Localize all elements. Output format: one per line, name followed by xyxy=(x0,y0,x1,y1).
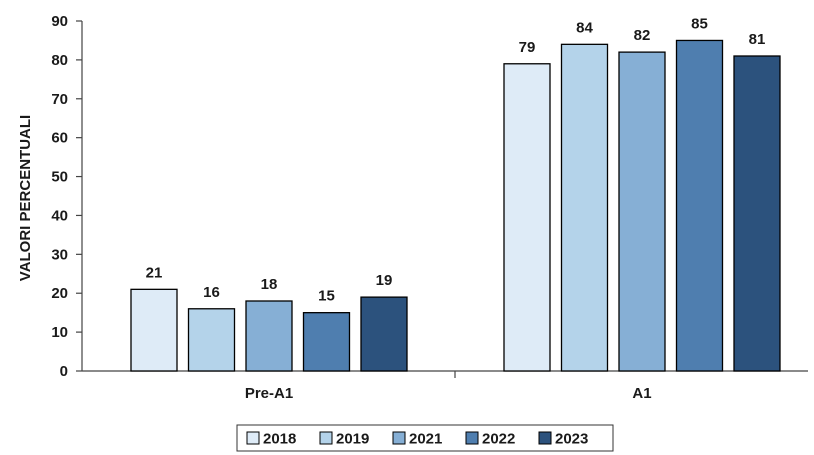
bar-a1-2022 xyxy=(675,39,724,372)
legend-label: 2022 xyxy=(482,431,515,448)
bar-a1-2023 xyxy=(733,55,781,372)
data-label: 16 xyxy=(203,284,220,301)
bar-pre-a1-2023 xyxy=(360,296,408,372)
data-label: 85 xyxy=(691,15,708,32)
legend-swatch xyxy=(538,431,552,445)
x-category-label: A1 xyxy=(632,385,651,402)
bar-a1-2018 xyxy=(503,63,551,372)
legend-label: 2023 xyxy=(555,431,588,448)
bars xyxy=(130,39,781,372)
legend-label: 2018 xyxy=(263,431,296,448)
y-tick-label: 60 xyxy=(51,130,68,147)
legend-swatch xyxy=(465,431,479,445)
bar-a1-2019 xyxy=(560,43,609,372)
legend-label: 2019 xyxy=(336,431,369,448)
y-axis: 0 10 20 30 40 50 60 70 80 90 xyxy=(51,13,83,380)
x-category-label: Pre-A1 xyxy=(245,385,293,402)
y-tick-label: 20 xyxy=(51,285,68,302)
y-tick-label: 80 xyxy=(51,52,68,69)
y-tick-label: 90 xyxy=(51,13,68,30)
y-tick-label: 0 xyxy=(60,363,68,380)
y-axis-label: VALORI PERCENTUALI xyxy=(17,115,34,281)
data-label: 79 xyxy=(519,39,536,56)
legend-swatch xyxy=(392,431,406,445)
y-tick-label: 10 xyxy=(51,324,68,341)
data-label: 81 xyxy=(749,31,766,48)
bar-a1-2021 xyxy=(618,51,666,372)
bar-pre-a1-2019 xyxy=(187,308,236,372)
data-label: 15 xyxy=(318,288,335,305)
x-axis: Pre-A1 A1 xyxy=(82,370,808,402)
bar-pre-a1-2021 xyxy=(245,300,293,372)
y-tick-label: 70 xyxy=(51,91,68,108)
legend-swatch xyxy=(319,431,333,445)
legend-swatch xyxy=(246,431,260,445)
legend: 2018 2019 2021 2022 2023 xyxy=(236,424,614,452)
bar-pre-a1-2022 xyxy=(302,312,351,372)
y-tick-label: 40 xyxy=(51,207,68,224)
bar-pre-a1-2018 xyxy=(130,288,178,372)
y-tick-label: 50 xyxy=(51,169,68,186)
data-label: 21 xyxy=(146,264,163,281)
data-label: 82 xyxy=(634,27,651,44)
data-label: 19 xyxy=(376,272,393,289)
data-labels: 21 16 18 15 19 79 84 82 85 81 xyxy=(146,15,766,304)
data-label: 84 xyxy=(576,19,593,36)
y-tick-label: 30 xyxy=(51,246,68,263)
data-label: 18 xyxy=(261,276,278,293)
legend-label: 2021 xyxy=(409,431,442,448)
